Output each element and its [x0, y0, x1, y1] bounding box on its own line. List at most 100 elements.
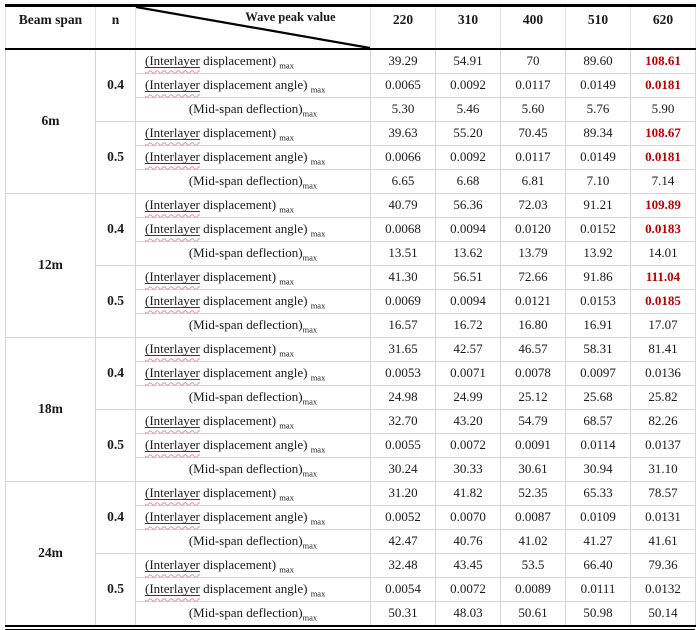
value-cell: 0.0070: [435, 505, 501, 530]
value-cell: 0.0185: [630, 289, 696, 314]
metric-label-cell: (Interlayer displacement) max: [135, 121, 371, 146]
value-cell: 41.27: [565, 529, 631, 554]
value-cell: 68.57: [565, 409, 631, 434]
header-beam-span: Beam span: [5, 5, 96, 50]
metric-label-cell: (Interlayer displacement angle) max: [135, 145, 371, 170]
metric-label-cell: (Interlayer displacement) max: [135, 337, 371, 362]
value-cell: 0.0087: [500, 505, 566, 530]
value-cell: 66.40: [565, 553, 631, 578]
value-cell: 13.92: [565, 241, 631, 266]
value-cell: 0.0072: [435, 577, 501, 602]
n-cell: 0.4: [95, 481, 136, 554]
value-cell: 13.79: [500, 241, 566, 266]
value-cell: 0.0149: [565, 145, 631, 170]
value-cell: 24.99: [435, 385, 501, 410]
metric-label-cell: (Interlayer displacement angle) max: [135, 361, 371, 386]
value-cell: 0.0092: [435, 145, 501, 170]
value-cell: 0.0071: [435, 361, 501, 386]
value-cell: 5.30: [370, 97, 436, 122]
value-cell: 43.20: [435, 409, 501, 434]
value-cell: 70: [500, 48, 566, 74]
misspelled-word: (Interlayer: [145, 197, 200, 213]
value-cell: 54.91: [435, 48, 501, 74]
value-cell: 41.30: [370, 265, 436, 290]
value-cell: 48.03: [435, 601, 501, 627]
value-cell: 111.04: [630, 265, 696, 290]
header-wave-peak-diagonal-cell: Wave peak value: [135, 5, 371, 50]
value-cell: 0.0094: [435, 217, 501, 242]
misspelled-word: (Interlayer: [145, 149, 200, 165]
value-cell: 108.61: [630, 48, 696, 74]
metric-label-cell: (Mid-span deflection)max: [135, 601, 371, 627]
value-cell: 0.0091: [500, 433, 566, 458]
value-cell: 0.0078: [500, 361, 566, 386]
value-cell: 6.68: [435, 169, 501, 194]
misspelled-word: (Interlayer: [145, 269, 200, 285]
value-cell: 46.57: [500, 337, 566, 362]
misspelled-word: (Interlayer: [145, 293, 200, 309]
value-cell: 0.0183: [630, 217, 696, 242]
value-cell: 30.94: [565, 457, 631, 482]
table-row: 0.5 (Interlayer displacement) max 41.30 56.…: [6, 265, 696, 338]
value-cell: 5.60: [500, 97, 566, 122]
value-cell: 0.0053: [370, 361, 436, 386]
value-cell: 0.0114: [565, 433, 631, 458]
value-cell: 39.29: [370, 48, 436, 74]
value-cell: 56.36: [435, 193, 501, 218]
value-cell: 78.57: [630, 481, 696, 506]
value-cell: 7.14: [630, 169, 696, 194]
n-cell: 0.4: [95, 337, 136, 410]
table-header: Beam span n Wave peak value 220 310 400 …: [5, 5, 696, 50]
value-cell: 109.89: [630, 193, 696, 218]
misspelled-word: (Interlayer: [145, 413, 200, 429]
value-cell: 13.62: [435, 241, 501, 266]
misspelled-word: (Interlayer: [145, 557, 200, 573]
value-cell: 24.98: [370, 385, 436, 410]
table-row: 12m 0.4 (Interlayer displacement) max 40.79…: [5, 193, 696, 338]
value-cell: 5.46: [435, 97, 501, 122]
value-cell: 6.81: [500, 169, 566, 194]
results-table: Beam span n Wave peak value 220 310 400 …: [5, 4, 696, 627]
value-cell: 0.0092: [435, 73, 501, 98]
value-cell: 70.45: [500, 121, 566, 146]
value-cell: 13.51: [370, 241, 436, 266]
value-cell: 0.0109: [565, 505, 631, 530]
metric-label-cell: (Interlayer displacement) max: [135, 48, 371, 74]
value-cell: 40.76: [435, 529, 501, 554]
table-row: (Interlayer displacement angle) max 0.005…: [6, 505, 696, 530]
table-row: 0.5 (Interlayer displacement) max 39.63 55.…: [6, 121, 696, 194]
value-cell: 50.31: [370, 601, 436, 627]
value-cell: 72.03: [500, 193, 566, 218]
value-cell: 17.07: [630, 313, 696, 338]
table-row: (Interlayer displacement angle) max 0.005…: [6, 361, 696, 386]
misspelled-word: (Interlayer: [145, 77, 200, 93]
value-cell: 0.0137: [630, 433, 696, 458]
metric-label-cell: (Mid-span deflection)max: [135, 169, 371, 194]
misspelled-word: (Interlayer: [145, 437, 200, 453]
misspelled-word: (Interlayer: [145, 485, 200, 501]
value-cell: 16.91: [565, 313, 631, 338]
value-cell: 31.20: [370, 481, 436, 506]
beam-span-cell: 24m: [5, 481, 96, 627]
n-cell: 0.4: [95, 48, 136, 122]
value-cell: 42.57: [435, 337, 501, 362]
value-cell: 5.76: [565, 97, 631, 122]
value-cell: 0.0066: [370, 145, 436, 170]
value-cell: 50.98: [565, 601, 631, 627]
value-cell: 30.33: [435, 457, 501, 482]
metric-label-cell: (Interlayer displacement) max: [135, 193, 371, 218]
diagonal-line: [136, 7, 370, 48]
value-cell: 32.70: [370, 409, 436, 434]
value-cell: 5.90: [630, 97, 696, 122]
value-cell: 25.82: [630, 385, 696, 410]
value-cell: 0.0069: [370, 289, 436, 314]
metric-label-cell: (Mid-span deflection)max: [135, 457, 371, 482]
beam-span-cell: 18m: [5, 337, 96, 482]
value-cell: 0.0181: [630, 73, 696, 98]
value-cell: 89.60: [565, 48, 631, 74]
misspelled-word: (Interlayer: [145, 581, 200, 597]
value-cell: 82.26: [630, 409, 696, 434]
n-cell: 0.4: [95, 193, 136, 266]
value-cell: 16.80: [500, 313, 566, 338]
table-row: (Mid-span deflection)max 6.65 6.68 6.81 7.10…: [6, 169, 696, 194]
